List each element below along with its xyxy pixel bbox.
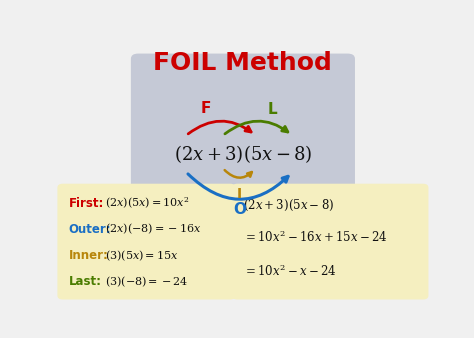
- Text: First:: First:: [68, 197, 104, 210]
- Text: $(2x+3)(5x-8)$: $(2x+3)(5x-8)$: [173, 143, 312, 165]
- Text: $(3)(5x) = 15x$: $(3)(5x) = 15x$: [105, 248, 179, 263]
- Text: O: O: [233, 202, 246, 217]
- Text: $(2x)(5x) = 10x^2$: $(2x)(5x) = 10x^2$: [105, 196, 190, 211]
- Text: F: F: [201, 101, 211, 116]
- Text: I: I: [237, 187, 242, 201]
- Text: $(2x+3)(5x-8)$: $(2x+3)(5x-8)$: [243, 198, 334, 213]
- Text: Last:: Last:: [68, 275, 101, 288]
- Text: Inner:: Inner:: [68, 249, 108, 262]
- Text: $(3)(-8) = -24$: $(3)(-8) = -24$: [105, 274, 189, 289]
- FancyBboxPatch shape: [232, 184, 428, 299]
- Text: $= 10x^2 - x - 24$: $= 10x^2 - x - 24$: [243, 263, 337, 279]
- Text: FOIL Method: FOIL Method: [154, 51, 332, 75]
- Text: Outer:: Outer:: [68, 223, 111, 236]
- FancyBboxPatch shape: [131, 53, 355, 238]
- Text: $(2x)(-8) = -16x$: $(2x)(-8) = -16x$: [105, 222, 201, 237]
- Text: L: L: [267, 102, 277, 117]
- FancyBboxPatch shape: [57, 184, 236, 299]
- Text: $= 10x^2 - 16x + 15x - 24$: $= 10x^2 - 16x + 15x - 24$: [243, 229, 387, 245]
